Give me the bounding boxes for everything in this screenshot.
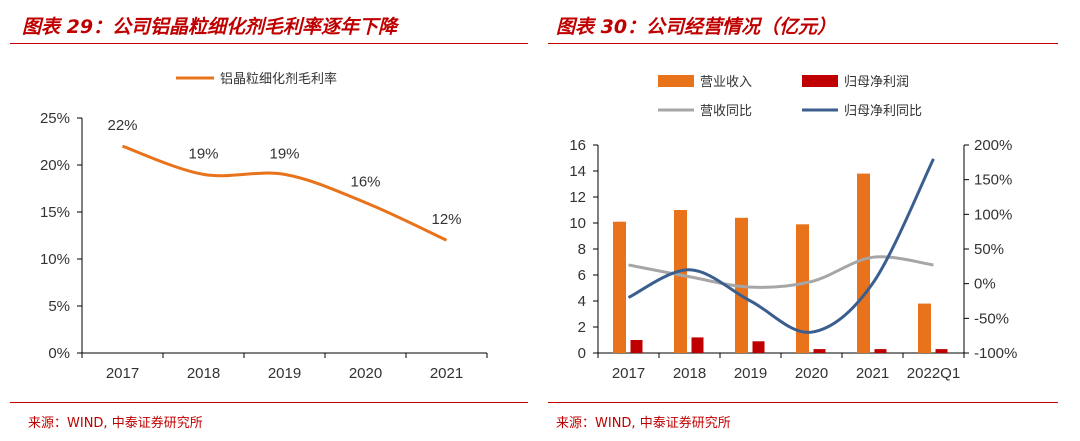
figure-30-title: 图表 30：公司经营情况（亿元） [556, 16, 837, 38]
net-profit-bar [813, 349, 826, 353]
data-label: 12% [431, 211, 461, 228]
y-right-tick-label: -100% [974, 345, 1017, 362]
legend-label: 营收同比 [700, 104, 752, 119]
revenue-bar [857, 173, 870, 353]
y-tick-label: 5% [48, 298, 70, 315]
y-right-tick-label: 200% [974, 137, 1012, 154]
legend-label: 归母净利润 [844, 75, 909, 90]
net-profit-yoy-line [627, 158, 935, 334]
y-left-tick-label: 2 [578, 319, 586, 336]
legend-label: 营业收入 [700, 75, 752, 90]
legend-bar-marker [802, 75, 838, 87]
net-profit-bar [691, 337, 704, 353]
title-rule [548, 43, 1058, 44]
x-tick-label: 2019 [734, 365, 767, 382]
revenue-bar [796, 224, 809, 353]
x-tick-label: 2018 [187, 365, 220, 382]
figure-30-source: 来源：WIND, 中泰证券研究所 [556, 416, 731, 431]
y-left-tick-label: 14 [569, 163, 586, 180]
source-rule [548, 402, 1058, 403]
x-tick-label: 2019 [268, 365, 301, 382]
net-profit-bar [752, 341, 765, 353]
y-left-tick-label: 16 [569, 137, 586, 154]
y-right-tick-label: 0% [974, 276, 996, 293]
y-tick-label: 15% [40, 204, 70, 221]
y-tick-label: 10% [40, 251, 70, 268]
y-left-tick-label: 6 [578, 267, 586, 284]
revenue-bar [674, 210, 687, 353]
left-figure: 图表 29：公司铝晶粒细化剂毛利率逐年下降 铝晶粒细化剂毛利率 0% 5% 10% 15… [0, 0, 528, 441]
net-profit-bar [935, 349, 948, 353]
y-left-tick-label: 4 [578, 293, 586, 310]
y-tick-label: 25% [40, 110, 70, 127]
y-tick-label: 0% [48, 345, 70, 362]
y-right-tick-label: 100% [974, 206, 1012, 223]
x-tick-label: 2018 [673, 365, 706, 382]
figure-29-title: 图表 29：公司铝晶粒细化剂毛利率逐年下降 [22, 16, 398, 38]
x-tick-label: 2022Q1 [907, 365, 960, 382]
legend-label: 归母净利同比 [844, 104, 922, 119]
data-label: 19% [188, 145, 218, 162]
x-tick-label: 2017 [612, 365, 645, 382]
y-left-tick-label: 8 [578, 241, 586, 258]
revenue-bar [918, 303, 931, 353]
title-rule [10, 43, 528, 44]
gross-margin-line-chart: 铝晶粒细化剂毛利率 0% 5% 10% 15% 20% 25% 2017 2018 2019 202… [40, 71, 488, 382]
data-label: 16% [350, 174, 380, 191]
y-right-tick-label: -50% [974, 310, 1009, 327]
y-left-tick-label: 0 [578, 345, 586, 362]
data-label: 22% [107, 117, 137, 134]
net-profit-bar [874, 349, 887, 353]
y-left-tick-label: 12 [569, 189, 586, 206]
x-tick-label: 2020 [795, 365, 828, 382]
source-rule [10, 402, 528, 403]
x-tick-label: 2021 [430, 365, 463, 382]
y-tick-label: 20% [40, 157, 70, 174]
data-label: 19% [269, 145, 299, 162]
revenue-bar [613, 221, 626, 353]
y-right-tick-label: 50% [974, 241, 1004, 258]
legend-bar-marker [658, 75, 694, 87]
net-profit-bar [630, 340, 643, 353]
revenue-yoy-line [628, 255, 934, 289]
x-tick-label: 2020 [349, 365, 382, 382]
figure-29-source: 来源：WIND, 中泰证券研究所 [28, 416, 203, 431]
legend-label: 铝晶粒细化剂毛利率 [220, 71, 337, 87]
y-left-tick-label: 10 [569, 215, 586, 232]
right-figure: 图表 30：公司经营情况（亿元） 营业收入 归母净利润营收同比 归母净利同比 0 2 4 6… [540, 0, 1080, 441]
y-right-tick-label: 150% [974, 172, 1012, 189]
x-tick-label: 2017 [106, 365, 139, 382]
x-tick-label: 2021 [856, 365, 889, 382]
